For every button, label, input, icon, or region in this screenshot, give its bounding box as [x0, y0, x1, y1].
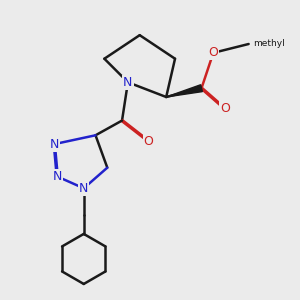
Text: O: O	[144, 135, 154, 148]
Text: methyl: methyl	[253, 40, 285, 49]
Polygon shape	[166, 85, 202, 97]
Text: O: O	[220, 102, 230, 115]
Text: N: N	[52, 170, 62, 183]
Text: N: N	[123, 76, 133, 89]
Text: N: N	[79, 182, 88, 195]
Text: N: N	[50, 138, 59, 151]
Text: O: O	[208, 46, 218, 59]
